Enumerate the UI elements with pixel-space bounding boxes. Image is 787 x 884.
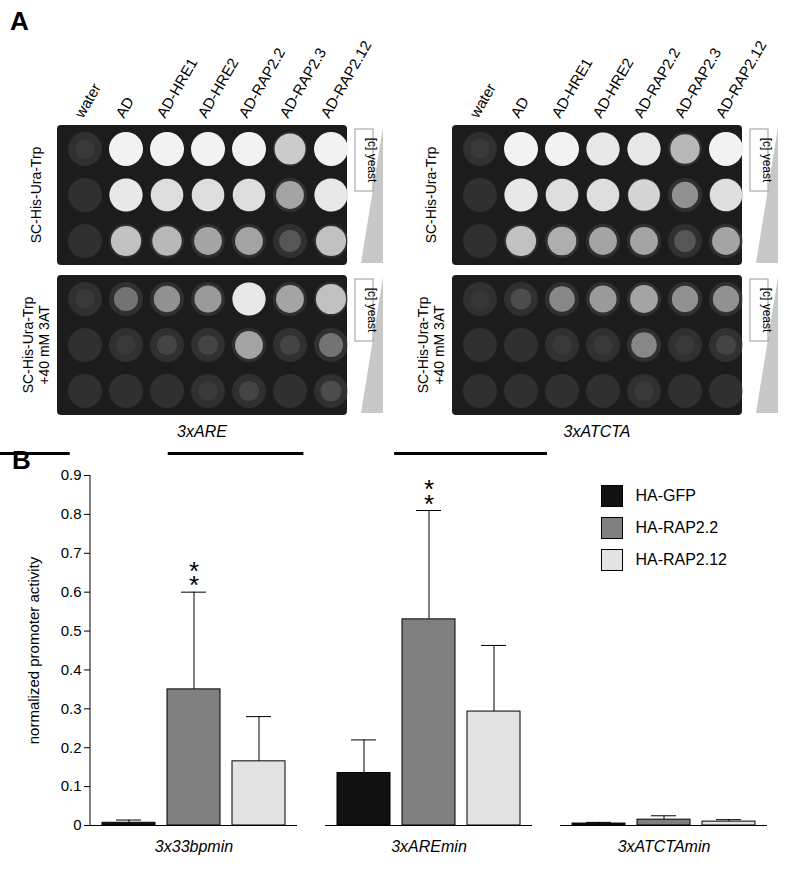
svg-text:SC-His-Ura-Trp+40 mM 3AT: SC-His-Ura-Trp+40 mM 3AT — [415, 296, 447, 393]
svg-text:[c] yeast: [c] yeast — [760, 138, 774, 183]
svg-text:AD: AD — [112, 94, 137, 121]
html-text:HA-RAP2.2: HA-RAP2.2 — [635, 519, 719, 536]
html-text:HA-RAP2.12: HA-RAP2.12 — [635, 551, 727, 568]
svg-text:AD-RAP2.12: AD-RAP2.12 — [712, 38, 770, 121]
svg-text:AD-HRE1: AD-HRE1 — [548, 55, 596, 121]
svg-text:AD: AD — [507, 94, 532, 121]
html-text:B: B — [12, 445, 31, 475]
svg-text:AD-RAP2.12: AD-RAP2.12 — [317, 38, 375, 121]
svg-text:AD-HRE2: AD-HRE2 — [589, 55, 637, 121]
html-text:HA-GFP: HA-GFP — [635, 487, 696, 504]
svg-text:water: water — [465, 80, 499, 121]
svg-text:AD-HRE1: AD-HRE1 — [153, 55, 201, 121]
svg-text:3xATCTAmin: 3xATCTAmin — [618, 838, 711, 855]
svg-text:0.4: 0.4 — [61, 661, 82, 678]
svg-text:**: ** — [424, 474, 434, 518]
svg-text:3x33bpmin: 3x33bpmin — [155, 838, 233, 855]
svg-text:water: water — [70, 80, 104, 121]
svg-text:SC-His-Ura-Trp: SC-His-Ura-Trp — [423, 146, 439, 243]
svg-text:0.1: 0.1 — [61, 777, 82, 794]
svg-text:[c] yeast: [c] yeast — [365, 138, 379, 183]
svg-text:AD-RAP2.2: AD-RAP2.2 — [629, 44, 684, 121]
svg-text:3xARE: 3xARE — [177, 423, 227, 440]
svg-text:0.6: 0.6 — [61, 583, 82, 600]
svg-text:0: 0 — [73, 816, 81, 833]
svg-text:3xATCTA: 3xATCTA — [564, 423, 631, 440]
svg-text:AD-RAP2.3: AD-RAP2.3 — [275, 44, 330, 121]
svg-text:0.3: 0.3 — [61, 700, 82, 717]
svg-text:3xAREmin: 3xAREmin — [391, 838, 467, 855]
svg-text:0.9: 0.9 — [61, 466, 82, 483]
svg-text:0.2: 0.2 — [61, 739, 82, 756]
svg-text:AD-RAP2.3: AD-RAP2.3 — [670, 44, 725, 121]
svg-text:0.5: 0.5 — [61, 622, 82, 639]
svg-text:[c] yeast: [c] yeast — [760, 288, 774, 333]
svg-text:0.7: 0.7 — [61, 544, 82, 561]
svg-text:[c] yeast: [c] yeast — [365, 288, 379, 333]
svg-text:AD-RAP2.2: AD-RAP2.2 — [234, 44, 289, 121]
svg-text:A: A — [10, 6, 29, 36]
svg-text:SC-His-Ura-Trp+40 mM 3AT: SC-His-Ura-Trp+40 mM 3AT — [20, 296, 52, 393]
svg-text:**: ** — [189, 556, 199, 600]
svg-text:0.8: 0.8 — [61, 505, 82, 522]
svg-text:AD-HRE2: AD-HRE2 — [194, 55, 242, 121]
svg-text:SC-His-Ura-Trp: SC-His-Ura-Trp — [28, 146, 44, 243]
svg-text:normalized promoter activity: normalized promoter activity — [25, 556, 42, 744]
